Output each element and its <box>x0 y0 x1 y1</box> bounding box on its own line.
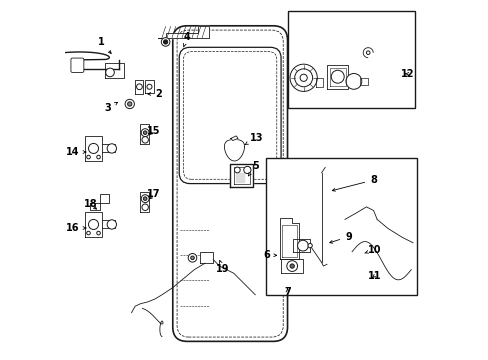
Circle shape <box>125 99 134 109</box>
Circle shape <box>286 261 297 271</box>
Polygon shape <box>144 80 154 93</box>
Circle shape <box>97 231 100 235</box>
Text: 12: 12 <box>401 69 414 79</box>
Circle shape <box>297 240 308 251</box>
Polygon shape <box>158 26 208 39</box>
Text: 6: 6 <box>263 250 276 260</box>
Circle shape <box>289 64 317 91</box>
Circle shape <box>86 231 90 235</box>
Circle shape <box>307 243 312 248</box>
Circle shape <box>143 197 147 201</box>
Polygon shape <box>135 80 143 94</box>
Circle shape <box>300 74 306 81</box>
Polygon shape <box>102 144 115 152</box>
Polygon shape <box>326 65 348 89</box>
Polygon shape <box>102 220 115 228</box>
Bar <box>265 158 416 295</box>
Text: 1: 1 <box>98 37 111 54</box>
Polygon shape <box>140 192 148 212</box>
Circle shape <box>161 38 169 46</box>
Text: 9: 9 <box>329 232 351 243</box>
Circle shape <box>188 253 196 262</box>
Polygon shape <box>235 173 244 182</box>
Polygon shape <box>104 63 124 78</box>
Polygon shape <box>199 252 213 263</box>
Text: 11: 11 <box>367 271 380 281</box>
Text: 14: 14 <box>66 147 86 157</box>
Text: 4: 4 <box>183 32 190 47</box>
Circle shape <box>88 143 99 153</box>
Polygon shape <box>230 164 253 187</box>
Polygon shape <box>279 218 299 259</box>
Text: 10: 10 <box>364 244 380 255</box>
Circle shape <box>107 144 116 153</box>
FancyBboxPatch shape <box>172 26 287 341</box>
Circle shape <box>163 40 167 44</box>
Circle shape <box>346 73 361 89</box>
Polygon shape <box>140 125 148 144</box>
Circle shape <box>234 167 240 173</box>
Circle shape <box>141 129 149 136</box>
Text: 8: 8 <box>332 175 376 191</box>
Circle shape <box>141 195 149 203</box>
Text: 15: 15 <box>147 126 161 135</box>
FancyBboxPatch shape <box>71 58 83 72</box>
Text: 3: 3 <box>104 102 117 113</box>
Text: 16: 16 <box>66 223 86 233</box>
Bar <box>287 12 414 108</box>
Circle shape <box>366 51 369 54</box>
Circle shape <box>136 84 142 90</box>
Polygon shape <box>360 78 367 85</box>
Circle shape <box>190 256 194 260</box>
Polygon shape <box>293 239 309 252</box>
Polygon shape <box>224 139 244 161</box>
Circle shape <box>294 69 312 87</box>
Circle shape <box>147 84 152 89</box>
Text: 17: 17 <box>147 189 161 199</box>
Polygon shape <box>281 259 303 273</box>
Circle shape <box>107 220 116 229</box>
Circle shape <box>97 155 100 159</box>
Text: 13: 13 <box>244 133 263 145</box>
Circle shape <box>142 204 148 211</box>
Circle shape <box>330 70 344 83</box>
Text: 7: 7 <box>284 287 290 297</box>
Circle shape <box>86 155 90 159</box>
Circle shape <box>88 220 99 229</box>
Circle shape <box>142 136 148 143</box>
Circle shape <box>244 166 250 174</box>
Polygon shape <box>85 212 102 237</box>
Circle shape <box>143 131 147 134</box>
Circle shape <box>127 102 132 106</box>
Text: 19: 19 <box>216 261 229 274</box>
Polygon shape <box>316 78 322 87</box>
Text: 2: 2 <box>147 89 162 99</box>
Circle shape <box>289 264 294 268</box>
Text: 18: 18 <box>84 199 98 210</box>
Polygon shape <box>89 194 109 210</box>
Circle shape <box>105 68 114 77</box>
Polygon shape <box>85 135 102 161</box>
Text: 5: 5 <box>248 161 258 176</box>
Polygon shape <box>230 136 238 140</box>
